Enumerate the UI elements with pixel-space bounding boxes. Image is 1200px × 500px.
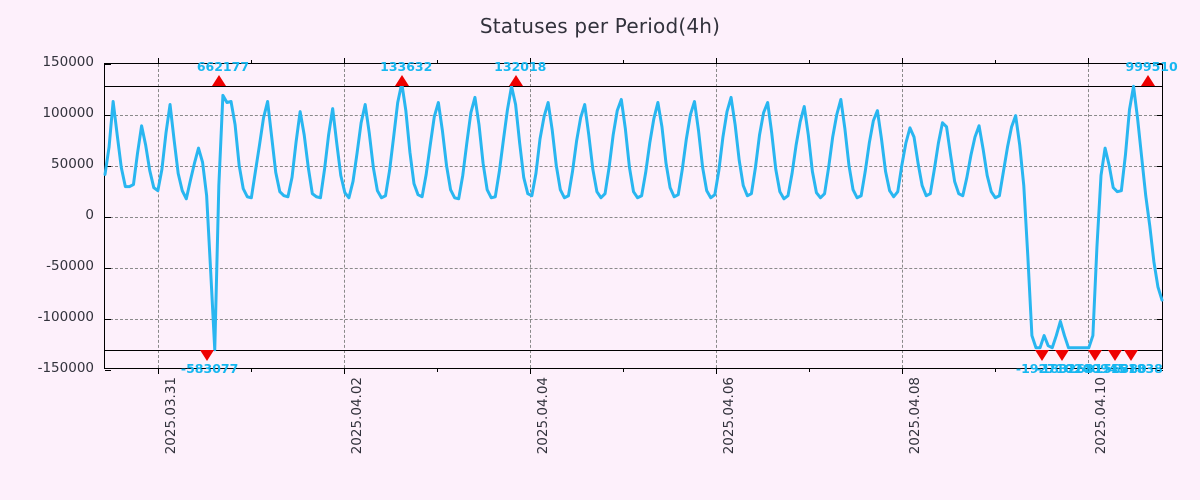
y-axis-tick-mark <box>1157 217 1163 218</box>
annotation-marker[interactable] <box>1087 349 1102 361</box>
x-axis-minor-tick <box>995 368 996 372</box>
x-axis-minor-tick <box>251 368 252 372</box>
x-axis-minor-tick <box>437 368 438 372</box>
annotation-label: -183268 <box>1036 360 1094 376</box>
annotation-label: 132018 <box>494 59 547 75</box>
x-axis-tick-mark <box>158 368 159 374</box>
series-line-statuses <box>103 81 1164 352</box>
page-title: Statuses per Period(4h) <box>479 14 721 38</box>
annotation-marker[interactable] <box>395 75 410 87</box>
x-axis-tick-mark <box>344 368 345 374</box>
annotation-label: 662177 <box>196 59 250 75</box>
x-axis-minor-tick <box>623 60 624 64</box>
annotation-label: -156380 <box>1089 360 1147 376</box>
y-axis-tick-label: -150000 <box>37 360 94 376</box>
y-axis-tick-mark <box>105 370 111 371</box>
annotation-marker[interactable] <box>1034 349 1049 361</box>
y-axis-tick-mark <box>1157 115 1163 116</box>
lower-threshold <box>105 349 1162 351</box>
y-axis-tick-mark <box>1157 319 1163 320</box>
x-axis-tick-label: 2025.04.04 <box>535 377 551 455</box>
annotation-marker[interactable] <box>509 75 524 87</box>
x-axis-minor-tick <box>809 368 810 372</box>
x-axis-tick-label: 2025.04.06 <box>721 377 737 455</box>
annotation-label: -192710 <box>1015 360 1074 376</box>
annotation-marker[interactable] <box>1108 349 1123 361</box>
annotation-label: 999510 <box>1125 59 1178 75</box>
x-axis-tick-mark <box>530 368 531 374</box>
x-axis-tick-label: 2025.04.02 <box>349 377 365 455</box>
y-axis-tick-mark <box>105 115 111 116</box>
x-axis-tick-mark <box>1088 368 1089 374</box>
y-axis-tick-label: 150000 <box>42 54 94 70</box>
x-axis-minor-tick <box>437 60 438 64</box>
upper-threshold <box>105 86 1162 88</box>
x-axis-minor-tick <box>251 60 252 64</box>
y-axis-tick-label: 50000 <box>51 156 94 172</box>
x-axis-tick-mark <box>902 368 903 374</box>
y-axis-tick-label: 0 <box>85 207 94 223</box>
x-axis-tick-label: 2025.04.08 <box>907 377 923 455</box>
x-axis-tick-label: 2025.03.31 <box>163 377 179 455</box>
annotation-label: 133632 <box>380 59 433 75</box>
y-axis-tick-mark <box>105 268 111 269</box>
y-axis-tick-label: -100000 <box>37 309 94 325</box>
y-axis-tick-mark <box>105 64 111 65</box>
y-axis-tick-label: 100000 <box>42 105 94 121</box>
x-axis-tick-mark <box>1088 58 1089 64</box>
x-axis-tick-mark <box>344 58 345 64</box>
y-axis-tick-mark <box>105 319 111 320</box>
annotation-marker[interactable] <box>199 349 214 361</box>
y-axis-tick-mark <box>1157 268 1163 269</box>
x-axis-tick-mark <box>158 58 159 64</box>
x-axis-tick-mark <box>902 58 903 64</box>
annotation-marker[interactable] <box>212 75 227 87</box>
x-axis-tick-mark <box>716 58 717 64</box>
x-axis-tick-mark <box>530 58 531 64</box>
y-axis-tick-mark <box>1157 370 1163 371</box>
annotation-marker[interactable] <box>1055 349 1070 361</box>
annotation-marker[interactable] <box>1140 75 1155 87</box>
y-axis-tick-mark <box>1157 166 1163 167</box>
y-axis-tick-mark <box>1157 64 1163 65</box>
series-line-chart <box>103 81 1164 352</box>
x-axis-tick-label: 2025.04.10 <box>1093 377 1109 455</box>
y-axis-labels: 150000 100000 50000 0 -50000 -100000 -150000 <box>0 0 96 500</box>
y-axis-tick-label: -50000 <box>46 258 94 274</box>
x-axis-minor-tick <box>809 60 810 64</box>
annotation-label: -583077 <box>180 360 239 376</box>
y-axis-tick-mark <box>105 166 111 167</box>
x-axis-minor-tick <box>623 368 624 372</box>
y-axis-tick-mark <box>105 217 111 218</box>
annotation-label: -161838 <box>1105 360 1163 376</box>
annotation-marker[interactable] <box>1124 349 1139 361</box>
annotation-label: -200945 <box>1068 360 1127 376</box>
x-axis-tick-mark <box>716 368 717 374</box>
x-axis-minor-tick <box>995 60 996 64</box>
plot-area: 662177 133632 132018 999510 -583077 -192710 -1… <box>103 58 1178 376</box>
